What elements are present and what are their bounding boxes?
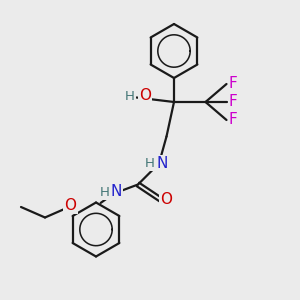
Text: F: F (229, 112, 238, 128)
Text: N: N (156, 156, 168, 171)
Text: F: F (229, 76, 238, 92)
Text: H: H (100, 185, 109, 199)
Text: H: H (125, 89, 135, 103)
Text: O: O (64, 198, 76, 213)
Text: F: F (229, 94, 238, 110)
Text: H: H (145, 157, 155, 170)
Text: O: O (160, 192, 172, 207)
Text: N: N (111, 184, 122, 200)
Text: O: O (139, 88, 151, 104)
